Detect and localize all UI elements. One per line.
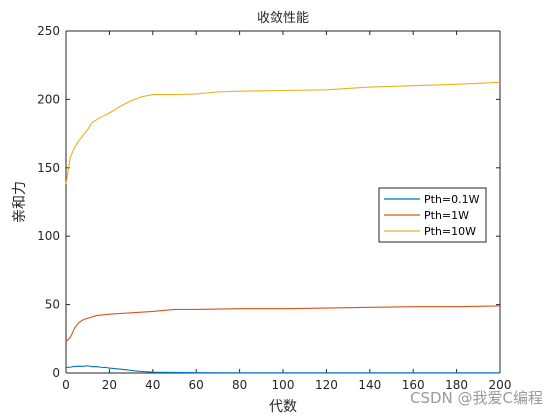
x-tick-label: 60: [189, 378, 204, 392]
y-tick-label: 50: [45, 298, 60, 312]
watermark: CSDN @我爱C编程: [409, 389, 543, 407]
legend-label: Pth=1W: [424, 209, 469, 222]
y-axis-label: 亲和力: [12, 181, 28, 223]
axes: 0 20 40 60 80 100 120 140 160 180 200 0 50 100 150 200 2…: [37, 24, 511, 392]
x-tick-label: 200: [489, 378, 512, 392]
x-tick-label: 20: [102, 378, 117, 392]
y-tick-label: 100: [37, 229, 60, 243]
series-layer: [65, 81, 501, 374]
y-tick-label: 0: [52, 366, 60, 380]
legend-label: Pth=0.1W: [424, 193, 480, 206]
x-axis-label: 代数: [269, 399, 297, 415]
series-line-1: [65, 365, 500, 374]
x-tick-label: 120: [315, 378, 338, 392]
x-tick-label: 0: [62, 378, 70, 392]
series-line-2: [65, 305, 501, 342]
x-tick-label: 160: [402, 378, 425, 392]
x-tick-label: 140: [358, 378, 381, 392]
y-tick-label: 150: [37, 161, 60, 175]
legend: Pth=0.1W Pth=1W Pth=10W: [378, 187, 487, 243]
series-line-3: [65, 81, 501, 185]
y-tick-label: 250: [37, 24, 60, 38]
x-tick-label: 40: [145, 378, 160, 392]
x-tick-label: 80: [232, 378, 247, 392]
x-tick-label: 180: [445, 378, 468, 392]
x-tick-label: 100: [272, 378, 295, 392]
chart-title: 收敛性能: [257, 10, 309, 26]
legend-label: Pth=10W: [424, 225, 476, 238]
y-tick-label: 200: [37, 92, 60, 106]
